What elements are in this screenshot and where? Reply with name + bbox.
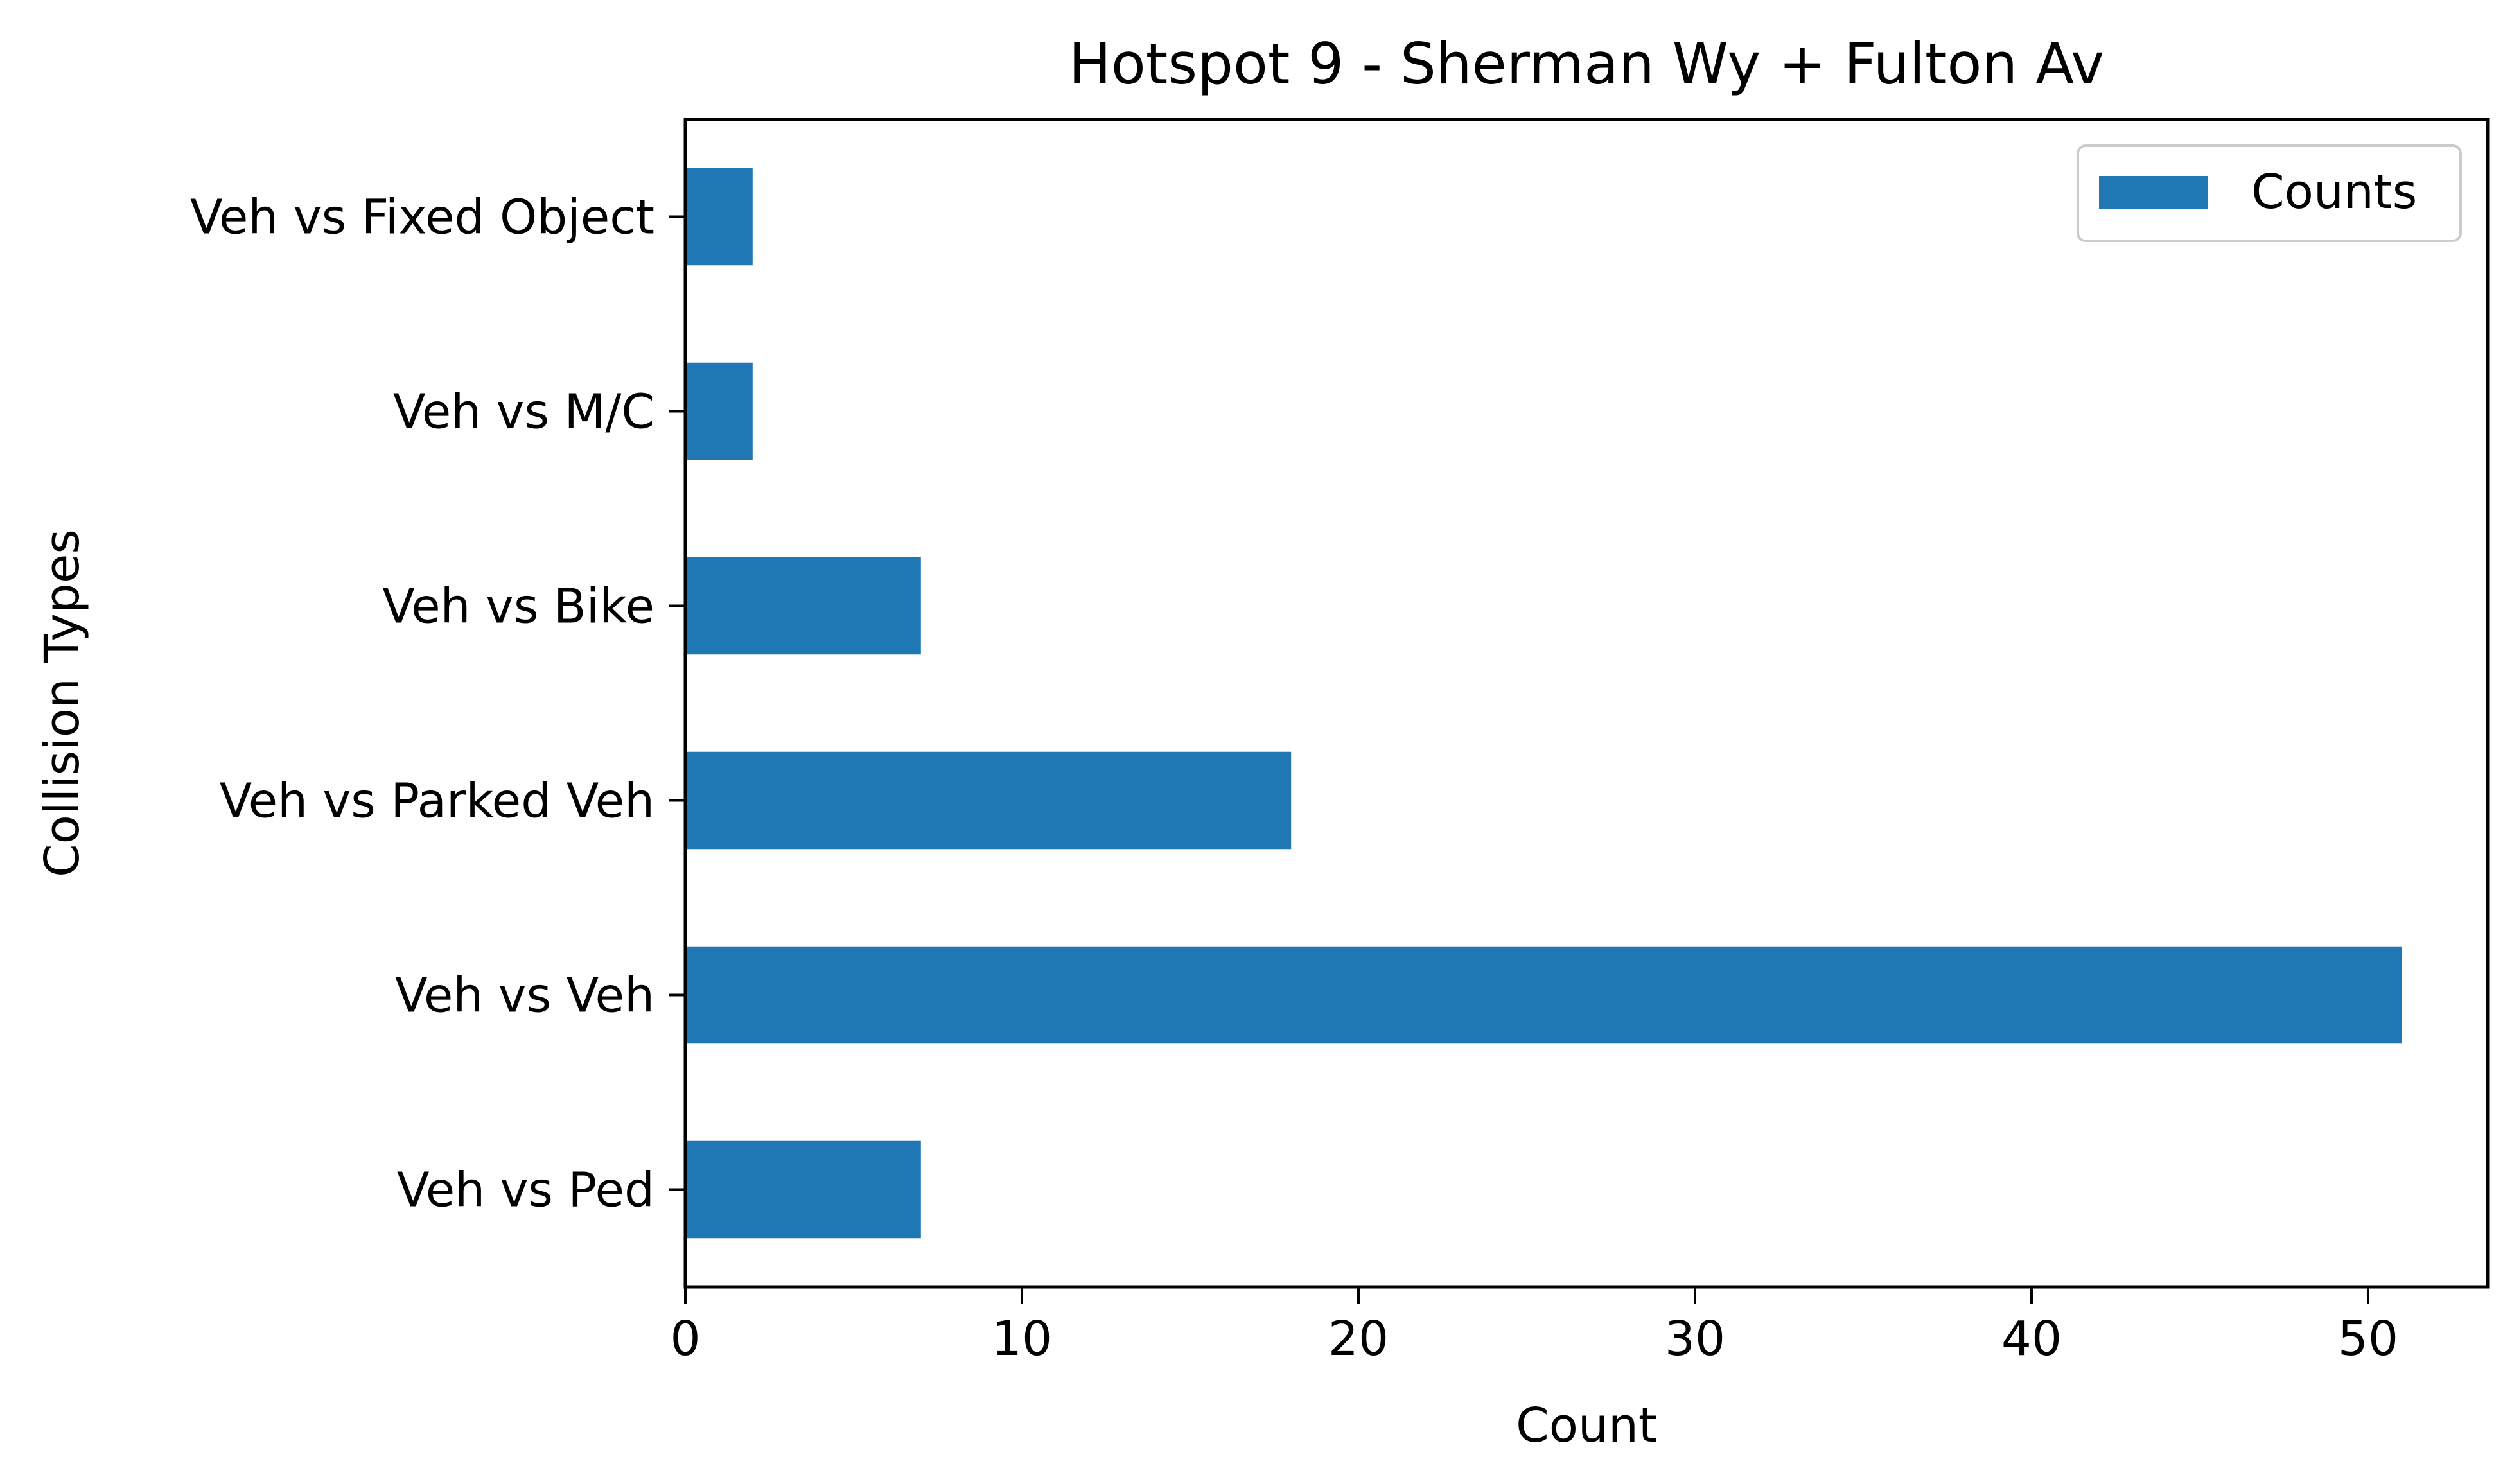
y-tick-label-0: Veh vs Ped	[397, 1163, 654, 1218]
y-tick-label-2: Veh vs Parked Veh	[220, 774, 654, 829]
legend-swatch	[2099, 176, 2208, 209]
bar-2	[685, 751, 1292, 850]
x-tick-label-4: 40	[2001, 1311, 2062, 1366]
chart-title: Hotspot 9 - Sherman Wy + Fulton Av	[1069, 31, 2105, 97]
x-tick-label-2: 20	[1328, 1311, 1389, 1366]
x-tick-label-3: 30	[1665, 1311, 1725, 1366]
y-tick-label-3: Veh vs Bike	[382, 579, 654, 634]
bar-0	[685, 1140, 921, 1239]
bar-5	[685, 168, 753, 266]
y-tick-label-4: Veh vs M/C	[393, 385, 654, 440]
bars-layer	[685, 168, 2402, 1239]
y-tick-label-5: Veh vs Fixed Object	[190, 190, 654, 245]
x-tick-label-0: 0	[670, 1311, 700, 1366]
x-axis-label: Count	[1516, 1398, 1657, 1453]
legend-label: Counts	[2251, 164, 2417, 220]
y-axis-label: Collision Types	[35, 529, 90, 877]
ticks-layer: Veh vs Ped Veh vs Veh Veh vs Parked Veh Veh…	[190, 190, 2398, 1367]
bar-4	[685, 362, 753, 460]
y-tick-label-1: Veh vs Veh	[395, 968, 654, 1024]
x-tick-label-5: 50	[2338, 1311, 2398, 1366]
legend-box	[2077, 144, 2462, 242]
bar-1	[685, 946, 2402, 1044]
plot-frame	[683, 118, 2490, 1289]
bar-3	[685, 557, 921, 655]
x-tick-label-1: 10	[992, 1311, 1052, 1366]
legend: Counts	[2077, 144, 2462, 242]
